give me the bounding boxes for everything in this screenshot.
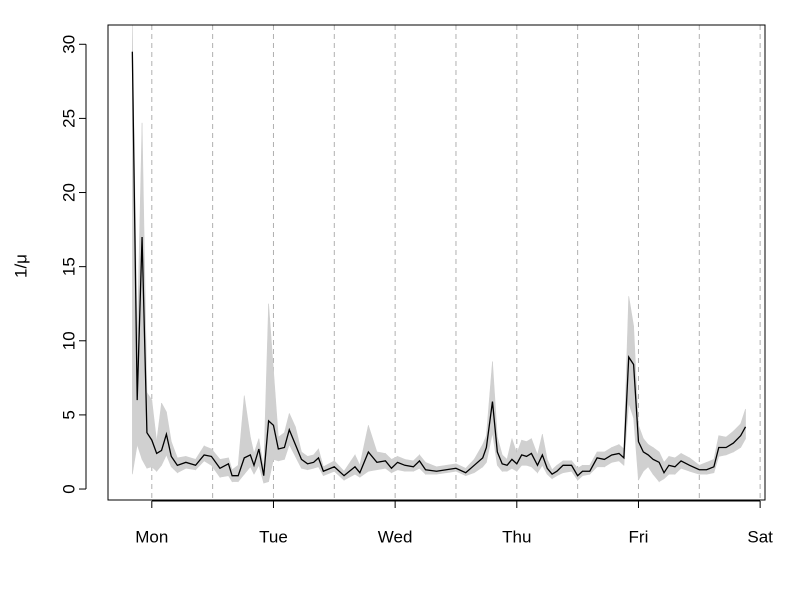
y-axis-label: 1/μ [11,254,30,278]
confidence-band [582,465,591,477]
confidence-band [425,461,437,475]
confidence-band [521,439,527,466]
confidence-band [680,452,690,472]
y-tick-label: 15 [59,257,78,276]
y-tick-label: 0 [59,484,78,493]
confidence-band [243,395,251,476]
confidence-band [288,413,296,457]
line [131,51,747,477]
confidence-band [151,400,157,472]
x-tick-label: Thu [502,527,531,546]
confidence-band [136,122,143,460]
x-tick-label: Fri [629,527,649,546]
confidence-band [740,408,746,448]
confidence-band [385,452,392,474]
confidence-band [713,435,720,473]
confidence-band [231,464,239,482]
confidence-band [146,391,153,469]
y-tick-label: 25 [59,109,78,128]
y-tick-label: 20 [59,183,78,202]
confidence-band [318,448,324,476]
confidence-band [638,425,644,481]
y-tick-label: 10 [59,331,78,350]
confidence-band [354,454,361,478]
confidence-band [455,463,467,477]
confidence-band [652,446,660,483]
confidence-band [268,303,274,482]
confidence-band [511,438,518,472]
x-tick-label: Wed [378,527,413,546]
confidence-band [465,458,475,477]
confidence-band [263,303,269,484]
confidence-band [537,434,543,474]
y-tick-label: 30 [59,35,78,54]
confidence-band [562,460,572,474]
x-tick-label: Mon [135,527,168,546]
confidence-band [368,425,378,472]
confidence-band [589,451,598,475]
x-tick-label: Sat [747,527,773,546]
confidence-band [542,434,548,475]
confidence-band [156,403,162,473]
plot-frame [107,24,766,501]
confidence-band [501,454,508,472]
confidence-band [161,402,167,466]
confidence-band [698,461,707,475]
confidence-band [526,438,532,468]
x-tick-label: Tue [259,527,288,546]
confidence-band [323,460,335,477]
confidence-band [733,423,741,453]
y-tick-label: 5 [59,410,78,419]
confidence-band [718,435,727,457]
confidence-band [195,445,205,471]
confidence-band [506,438,513,472]
confidence-band [278,432,285,462]
